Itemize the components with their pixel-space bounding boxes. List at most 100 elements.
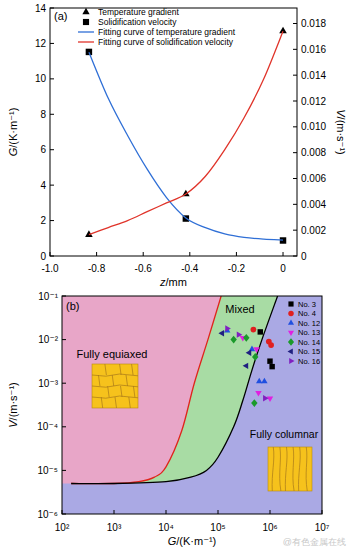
series-line xyxy=(71,296,221,484)
plot-frame xyxy=(62,296,322,514)
tick-label: 2 xyxy=(40,215,46,226)
tick xyxy=(50,8,54,9)
data-point xyxy=(237,331,243,337)
legend-label: No. 12 xyxy=(298,319,320,328)
region-fill xyxy=(62,296,322,514)
tick-label: 10⁻⁶ xyxy=(37,509,58,520)
legend-swatch xyxy=(288,338,294,345)
legend-swatch xyxy=(83,19,89,25)
plot-area xyxy=(85,27,287,244)
tick xyxy=(62,470,66,471)
tick xyxy=(50,114,54,115)
panel-label: (a) xyxy=(54,10,67,22)
tick xyxy=(293,23,297,24)
tick xyxy=(189,252,190,256)
tick xyxy=(62,339,66,340)
tick-label: -0.6 xyxy=(135,263,153,274)
legend-label: Fitting curve of temperature gradient xyxy=(98,27,236,37)
region-label: Fully columnar xyxy=(250,428,319,440)
tick xyxy=(293,152,297,153)
tick xyxy=(293,126,297,127)
tick xyxy=(293,256,297,257)
legend-swatch xyxy=(288,301,293,306)
tick xyxy=(50,78,54,79)
tick-label: 0.018 xyxy=(301,18,326,29)
data-point xyxy=(258,329,263,334)
legend-swatch xyxy=(288,331,294,336)
tick xyxy=(293,204,297,205)
axis-title: z/mm xyxy=(159,276,187,288)
label-part: /(m·s⁻¹) xyxy=(335,117,347,155)
label-part: /(K·m⁻¹) xyxy=(7,108,19,148)
data-point xyxy=(246,350,252,356)
legend-swatch xyxy=(288,311,293,316)
chart: 10²10³10⁴10⁵10⁶10⁷10⁻⁶10⁻⁵10⁻⁴10⁻³10⁻²10… xyxy=(7,291,330,547)
tick-label: -0.2 xyxy=(228,263,246,274)
legend-label: No. 16 xyxy=(298,357,320,366)
tick-label: 10⁶ xyxy=(262,522,277,533)
data-point xyxy=(255,391,261,397)
tick-label: 0.010 xyxy=(301,121,326,132)
data-point xyxy=(269,364,274,369)
label-part: /(m·s⁻¹) xyxy=(7,382,19,420)
plot-area xyxy=(62,296,322,514)
data-point xyxy=(86,49,92,55)
series-line xyxy=(89,52,283,240)
series-line xyxy=(71,296,277,484)
tick xyxy=(293,178,297,179)
region-fill xyxy=(71,296,277,484)
tick-label: 0 xyxy=(280,263,286,274)
tick xyxy=(62,514,66,515)
tick-label: 0 xyxy=(40,251,46,262)
legend-label: No. 3 xyxy=(298,300,316,309)
data-point xyxy=(225,325,231,331)
data-point xyxy=(268,342,274,348)
columnar-inset xyxy=(268,447,312,491)
tick-label: 6 xyxy=(40,144,46,155)
axis-title: V/(m·s⁻¹) xyxy=(335,109,347,155)
data-point xyxy=(230,336,236,344)
tick xyxy=(50,220,54,221)
tick-label: 0.006 xyxy=(301,173,326,184)
region-label: Mixed xyxy=(225,303,254,315)
legend-swatch xyxy=(82,8,89,14)
data-point xyxy=(251,327,257,333)
tick-label: 14 xyxy=(35,3,47,14)
tick-label: 10² xyxy=(55,522,70,533)
tick-label: 10⁻² xyxy=(38,334,58,345)
axis-title: V/(m·s⁻¹) xyxy=(7,382,19,428)
tick xyxy=(166,510,167,514)
tick-label: 0.002 xyxy=(301,225,326,236)
tick xyxy=(50,149,54,150)
legend-label: No. 13 xyxy=(298,328,320,337)
data-point xyxy=(261,378,267,384)
tick xyxy=(236,252,237,256)
tick-label: -1.0 xyxy=(41,263,59,274)
grain-boundaries xyxy=(92,364,138,408)
chart: -1.0-0.8-0.6-0.4-0.200246810121400.0020.… xyxy=(7,3,347,289)
tick-label: 10 xyxy=(35,73,47,84)
data-point xyxy=(243,334,249,342)
equiaxed-inset xyxy=(92,364,138,408)
tick xyxy=(293,75,297,76)
tick-label: 0 xyxy=(301,251,307,262)
tick xyxy=(322,510,323,514)
data-point xyxy=(252,353,258,361)
data-point xyxy=(218,330,224,336)
data-point xyxy=(267,396,273,402)
figure: -1.0-0.8-0.6-0.4-0.200246810121400.0020.… xyxy=(0,0,350,547)
tick xyxy=(50,256,54,257)
tick-label: 10⁻⁵ xyxy=(37,465,58,476)
tick-label: 10⁷ xyxy=(315,522,330,533)
label-part: /(K·m⁻¹) xyxy=(176,535,216,547)
data-point xyxy=(263,395,269,401)
tick xyxy=(50,252,51,256)
tick-label: 10⁴ xyxy=(158,522,173,533)
grain-boundaries xyxy=(272,447,307,491)
legend-swatch xyxy=(288,320,294,325)
tick-label: 4 xyxy=(40,180,46,191)
tick xyxy=(62,510,63,514)
tick xyxy=(50,185,54,186)
legend-label: Solidification velocity xyxy=(98,17,177,27)
tick xyxy=(50,43,54,44)
